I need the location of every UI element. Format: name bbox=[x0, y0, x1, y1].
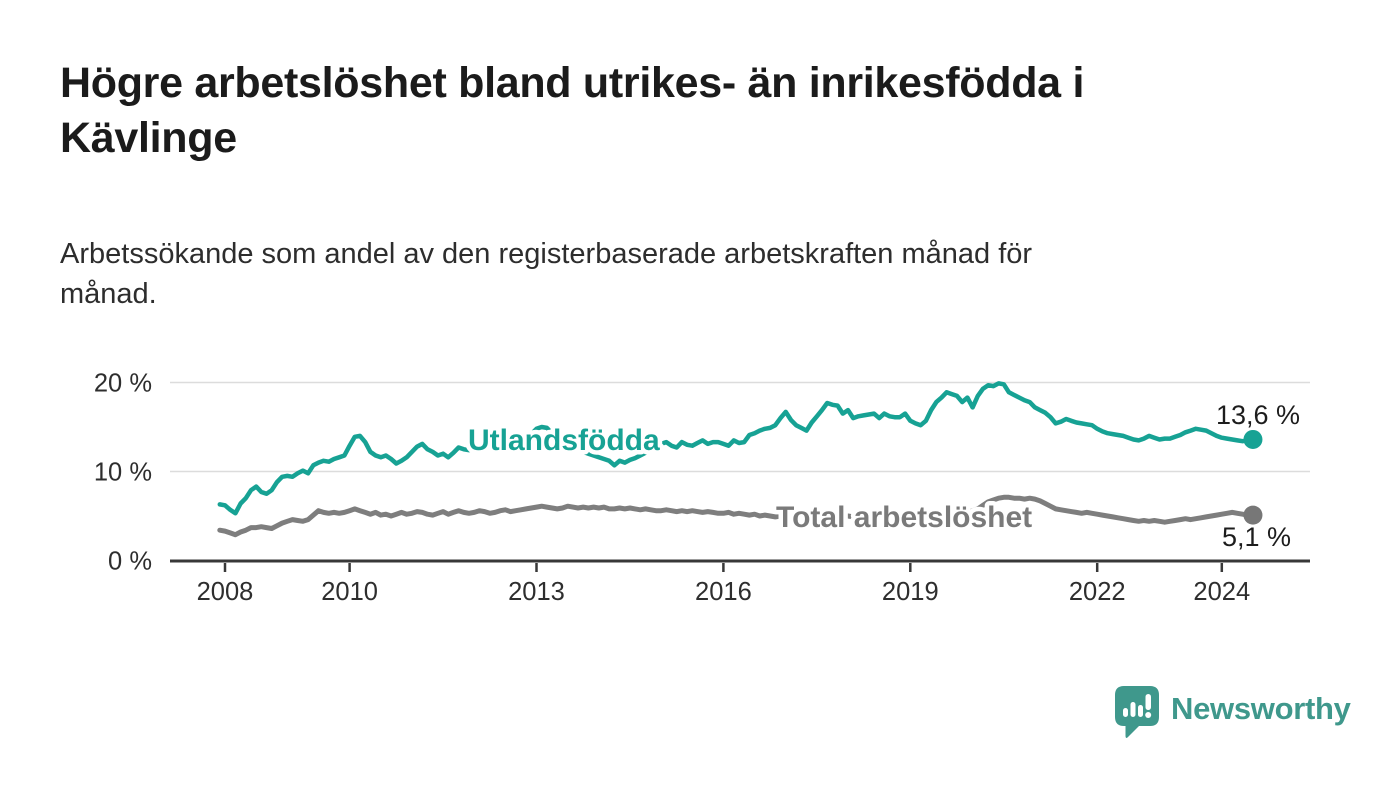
speech-bubble-shape bbox=[1115, 686, 1159, 738]
x-axis-label-2013: 2013 bbox=[508, 578, 565, 606]
series-line-utlandsfodda bbox=[217, 381, 1256, 516]
page-title: Högre arbetslöshet bland utrikes- än inr… bbox=[60, 56, 1360, 166]
value-label-total: 5,1 % bbox=[1222, 522, 1291, 552]
series-label-utlandsfodda: Utlandsfödda bbox=[468, 424, 660, 457]
newsworthy-logo: Newsworthy bbox=[1114, 685, 1351, 739]
x-axis-label-2016: 2016 bbox=[695, 578, 752, 606]
logo-bar-3 bbox=[1138, 705, 1143, 717]
x-axis-label-2022: 2022 bbox=[1069, 578, 1126, 606]
x-axis-label-2010: 2010 bbox=[321, 578, 378, 606]
series-line-total bbox=[217, 494, 1256, 538]
value-label-utlandsfodda: 13,6 % bbox=[1216, 400, 1300, 430]
chart-subtitle-line-1: Arbetssökande som andel av den registerb… bbox=[60, 238, 1033, 270]
logo-exclamation-bar bbox=[1145, 694, 1151, 710]
y-axis-label-10: 10 % bbox=[94, 459, 152, 487]
logo-bar-1 bbox=[1123, 708, 1128, 717]
newsworthy-logo-text: Newsworthy bbox=[1171, 691, 1351, 726]
chart-subtitle: Arbetssökande som andel av den registerb… bbox=[60, 234, 1360, 314]
y-axis-label-20: 20 % bbox=[94, 370, 152, 398]
page-title-line-1: Högre arbetslöshet bland utrikes- än inr… bbox=[60, 59, 1085, 107]
x-axis-label-2019: 2019 bbox=[882, 578, 939, 606]
chart-subtitle-line-2: månad. bbox=[60, 278, 157, 310]
x-axis-label-2008: 2008 bbox=[197, 578, 254, 606]
logo-exclamation-dot bbox=[1145, 712, 1152, 718]
logo-bar-2 bbox=[1130, 702, 1136, 717]
series-label-total: Total arbetslöshet bbox=[776, 501, 1032, 534]
page-title-line-2: Kävlinge bbox=[60, 114, 237, 162]
x-axis-label-2024: 2024 bbox=[1193, 578, 1250, 606]
newsworthy-logo-icon bbox=[1115, 686, 1159, 738]
series-endpoint-dot-utlandsfodda bbox=[1243, 429, 1263, 449]
series-endpoint-dot-total bbox=[1243, 505, 1263, 525]
y-axis-label-0: 0 % bbox=[108, 548, 152, 576]
